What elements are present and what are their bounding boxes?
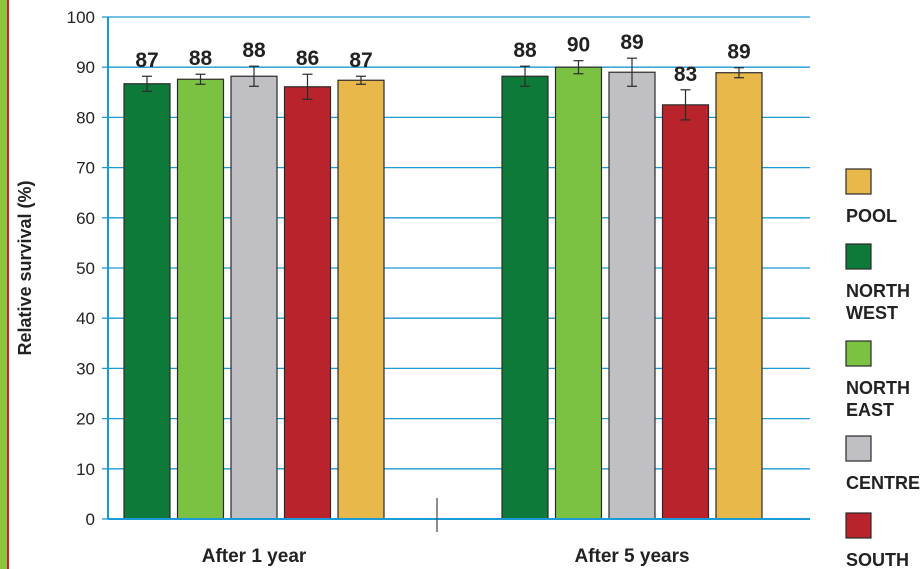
x-category-label-1: After 5 years bbox=[574, 546, 689, 567]
bar-north-east-0 bbox=[176, 78, 225, 520]
axes bbox=[107, 17, 810, 532]
frame-accent-red bbox=[7, 0, 9, 569]
value-label-2-1: 89 bbox=[620, 31, 643, 54]
legend-swatch-pool bbox=[845, 168, 872, 195]
legend-swatch-centre bbox=[845, 435, 872, 462]
legend-swatch-north-east bbox=[845, 340, 872, 367]
y-tick-label-0: 0 bbox=[86, 510, 95, 529]
y-tick-label-70: 70 bbox=[76, 159, 95, 178]
y-tick-label-50: 50 bbox=[76, 259, 95, 278]
legend-label-north-east-1: EAST bbox=[846, 400, 894, 420]
x-category-label-0: After 1 year bbox=[202, 546, 307, 567]
y-tick-label-10: 10 bbox=[76, 460, 95, 479]
y-tick-label-60: 60 bbox=[76, 209, 95, 228]
y-tick-label-40: 40 bbox=[76, 309, 95, 328]
error-bars bbox=[142, 57, 744, 121]
legend-label-pool: POOL bbox=[846, 206, 897, 226]
bars bbox=[123, 66, 763, 520]
bar-north-west-1 bbox=[501, 75, 549, 520]
bar-north-east-1 bbox=[554, 66, 603, 520]
bar-pool-0 bbox=[337, 79, 385, 520]
value-label-4-1: 89 bbox=[727, 41, 750, 64]
legend-label-north-west-0: NORTH bbox=[846, 281, 910, 301]
value-label-3-0: 86 bbox=[296, 47, 319, 70]
value-labels: 87 88 88 86 87 88 90 89 83 89 bbox=[135, 31, 750, 86]
legend-label-south: SOUTH bbox=[846, 550, 909, 569]
y-axis-title: Relative survival (%) bbox=[15, 180, 35, 355]
value-label-1-0: 88 bbox=[189, 47, 213, 70]
legend-label-north-east-0: NORTH bbox=[846, 378, 910, 398]
value-label-2-0: 88 bbox=[242, 39, 266, 62]
value-label-3-1: 83 bbox=[674, 63, 697, 86]
value-label-0-1: 88 bbox=[513, 39, 537, 62]
y-tick-label-20: 20 bbox=[76, 410, 95, 429]
y-tick-label-90: 90 bbox=[76, 58, 95, 77]
bar-south-0 bbox=[283, 86, 332, 520]
y-tick-label-80: 80 bbox=[76, 108, 95, 127]
y-tick-label-30: 30 bbox=[76, 359, 95, 378]
bar-centre-1 bbox=[608, 71, 656, 520]
legend-label-north-west-1: WEST bbox=[846, 303, 898, 323]
y-tick-label-100: 100 bbox=[67, 8, 95, 27]
legend-swatch-north-west bbox=[845, 243, 872, 270]
x-category-labels: After 1 year After 5 years bbox=[202, 546, 690, 567]
bar-centre-0 bbox=[230, 75, 278, 520]
bar-pool-1 bbox=[715, 72, 763, 520]
value-label-4-0: 87 bbox=[349, 49, 372, 72]
value-label-1-1: 90 bbox=[567, 34, 590, 57]
bar-south-1 bbox=[661, 104, 710, 520]
legend-swatch-south bbox=[845, 512, 872, 539]
y-tick-labels: 0 10 20 30 40 50 60 70 80 90 100 bbox=[67, 8, 95, 529]
value-label-0-0: 87 bbox=[135, 49, 158, 72]
frame-accent-green bbox=[0, 0, 7, 569]
legend-label-centre: CENTRE bbox=[846, 473, 920, 493]
bar-north-west-0 bbox=[123, 83, 171, 520]
